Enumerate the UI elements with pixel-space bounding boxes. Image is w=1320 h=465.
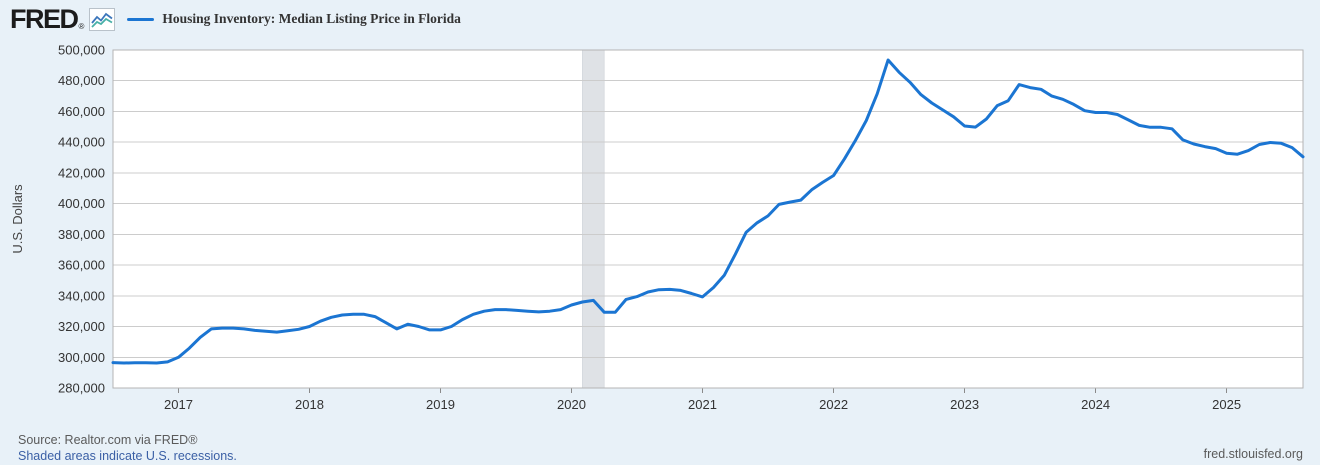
plot-border bbox=[112, 49, 1304, 389]
series-line[interactable] bbox=[111, 58, 1305, 365]
y-tick-label: 280,000 bbox=[58, 381, 105, 396]
site-url-text: fred.stlouisfed.org bbox=[1203, 447, 1303, 461]
y-axis-title: U.S. Dollars bbox=[10, 184, 25, 254]
y-tick-label: 380,000 bbox=[58, 227, 105, 242]
y-tick-label: 320,000 bbox=[58, 319, 105, 334]
x-tick-label: 2017 bbox=[164, 397, 193, 412]
y-tick-label: 500,000 bbox=[58, 43, 105, 58]
x-tick-label: 2024 bbox=[1081, 397, 1110, 412]
y-tick-label: 340,000 bbox=[58, 288, 105, 303]
y-tick-label: 440,000 bbox=[58, 135, 105, 150]
fred-logo[interactable]: FRED ® bbox=[10, 3, 116, 34]
x-tick-label: 2023 bbox=[950, 397, 979, 412]
x-tick-label: 2025 bbox=[1212, 397, 1241, 412]
recession-band bbox=[582, 49, 605, 389]
chart-header: FRED ® Housing Inventory: Median Listing… bbox=[10, 4, 461, 34]
y-tick-label: 400,000 bbox=[58, 196, 105, 211]
fred-logo-text: FRED bbox=[10, 3, 79, 34]
plot-area[interactable] bbox=[113, 50, 1303, 388]
registered-mark: ® bbox=[78, 21, 85, 31]
recession-note-link[interactable]: Shaded areas indicate U.S. recessions. bbox=[18, 449, 237, 463]
series-legend: Housing Inventory: Median Listing Price … bbox=[127, 11, 461, 27]
y-tick-label: 300,000 bbox=[58, 350, 105, 365]
x-tick-label: 2020 bbox=[557, 397, 586, 412]
x-tick-label: 2022 bbox=[819, 397, 848, 412]
y-tick-label: 460,000 bbox=[58, 104, 105, 119]
x-tick-label: 2018 bbox=[295, 397, 324, 412]
recession-bands bbox=[582, 49, 605, 389]
fred-logo-chart-icon bbox=[89, 7, 116, 31]
x-tick-label: 2021 bbox=[688, 397, 717, 412]
legend-line-swatch bbox=[127, 17, 155, 21]
y-tick-label: 360,000 bbox=[58, 258, 105, 273]
series-title: Housing Inventory: Median Listing Price … bbox=[162, 11, 461, 26]
y-tick-label: 420,000 bbox=[58, 165, 105, 180]
y-tick-label: 480,000 bbox=[58, 73, 105, 88]
x-tick-label: 2019 bbox=[426, 397, 455, 412]
source-text: Source: Realtor.com via FRED® bbox=[18, 433, 198, 447]
x-axis-labels: 2017 2018 2019 2020 2021 2022 2023 2024 2025 bbox=[164, 388, 1241, 412]
y-axis-labels: 280,000 300,000 320,000 340,000 360,000 380,0… bbox=[58, 43, 105, 396]
